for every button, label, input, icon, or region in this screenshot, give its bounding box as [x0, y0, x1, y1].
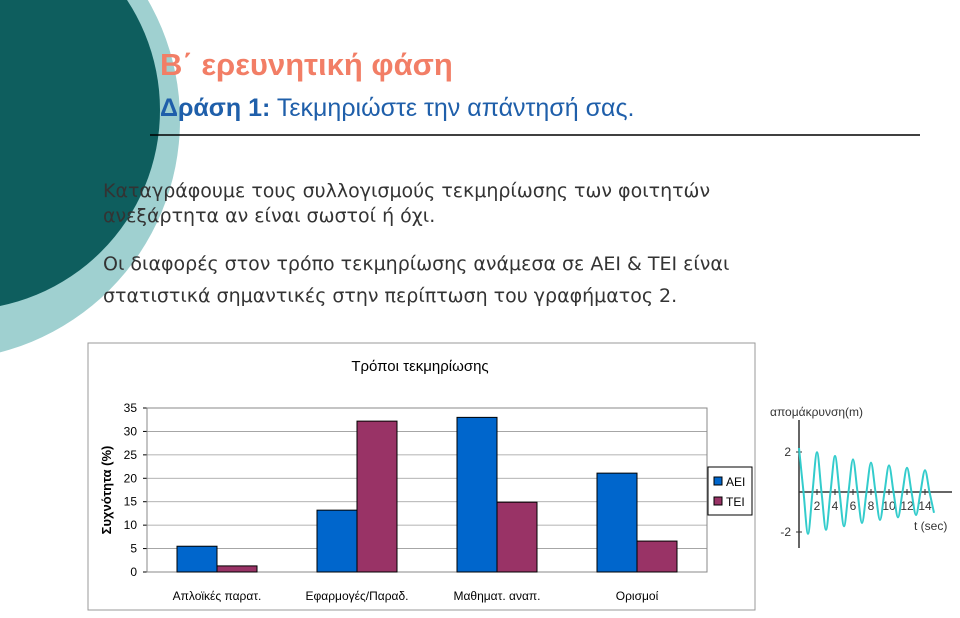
x-tick-label: Μαθηματ. αναπ. [453, 589, 540, 603]
x-tick-label: Ορισμοί [616, 589, 659, 603]
y-tick-label: 35 [124, 401, 138, 415]
y-axis-label: Συχνότητα (%) [99, 446, 114, 535]
legend-box [707, 466, 753, 516]
bar [456, 416, 498, 573]
y-tick-label: -2 [780, 525, 791, 539]
y-tick-label: 0 [130, 565, 137, 579]
x-tick-label: 2 [814, 499, 821, 513]
x-tick-label: 6 [850, 499, 857, 513]
y-tick-label: 25 [124, 448, 138, 462]
y-tick-label: 20 [124, 471, 138, 485]
y-tick-label: 2 [784, 445, 791, 459]
legend-swatch [713, 496, 723, 506]
legend-swatch [713, 476, 723, 486]
paragraph-line: ανεξάρτητα αν είναι σωστοί ή όχι. [103, 205, 435, 227]
x-tick-label: 8 [868, 499, 875, 513]
legend-label: ΑΕΙ [726, 475, 745, 489]
x-tick-label: 12 [900, 499, 914, 513]
x-axis-label: t (sec) [914, 519, 947, 533]
bar [176, 545, 218, 573]
y-tick-label: 30 [124, 424, 138, 438]
bar [596, 472, 638, 573]
bar [636, 540, 678, 573]
paragraph-line: Καταγράφουμε τους συλλογισμούς τεκμηρίωσ… [103, 180, 710, 202]
subtitle-rest: Τεκμηριώστε την απάντησή σας. [270, 94, 634, 122]
x-tick-label: 10 [882, 499, 896, 513]
x-tick-label: 14 [918, 499, 932, 513]
title: Β΄ ερευνητική φάση [160, 47, 453, 82]
bar [216, 565, 258, 573]
bar [356, 420, 398, 573]
decor-circle [0, 0, 160, 306]
x-tick-label: Απλοϊκές παρατ. [173, 589, 262, 603]
x-tick-label: 4 [832, 499, 839, 513]
x-tick-label: Εφαρμογές/Παραδ. [306, 589, 409, 603]
subtitle-bold: Δράση 1: [160, 94, 270, 122]
legend-label: ΤΕΙ [726, 495, 745, 509]
subtitle: Δράση 1: Τεκμηριώστε την απάντησή σας. [160, 94, 634, 122]
bar [496, 501, 538, 573]
y-axis-label: απομάκρυνση(m) [770, 405, 863, 419]
y-tick-label: 15 [124, 495, 138, 509]
paragraph-line: Οι διαφορές στον τρόπο τεκμηρίωσης ανάμε… [103, 253, 729, 275]
chart-title: Τρόποι τεκμηρίωσης [351, 358, 488, 375]
y-tick-label: 10 [124, 518, 138, 532]
y-tick-label: 5 [130, 542, 137, 556]
paragraph-line: στατιστικά σημαντικές στην περίπτωση του… [103, 285, 677, 307]
plot-area [146, 407, 708, 573]
line [798, 447, 935, 535]
bar [316, 509, 358, 573]
